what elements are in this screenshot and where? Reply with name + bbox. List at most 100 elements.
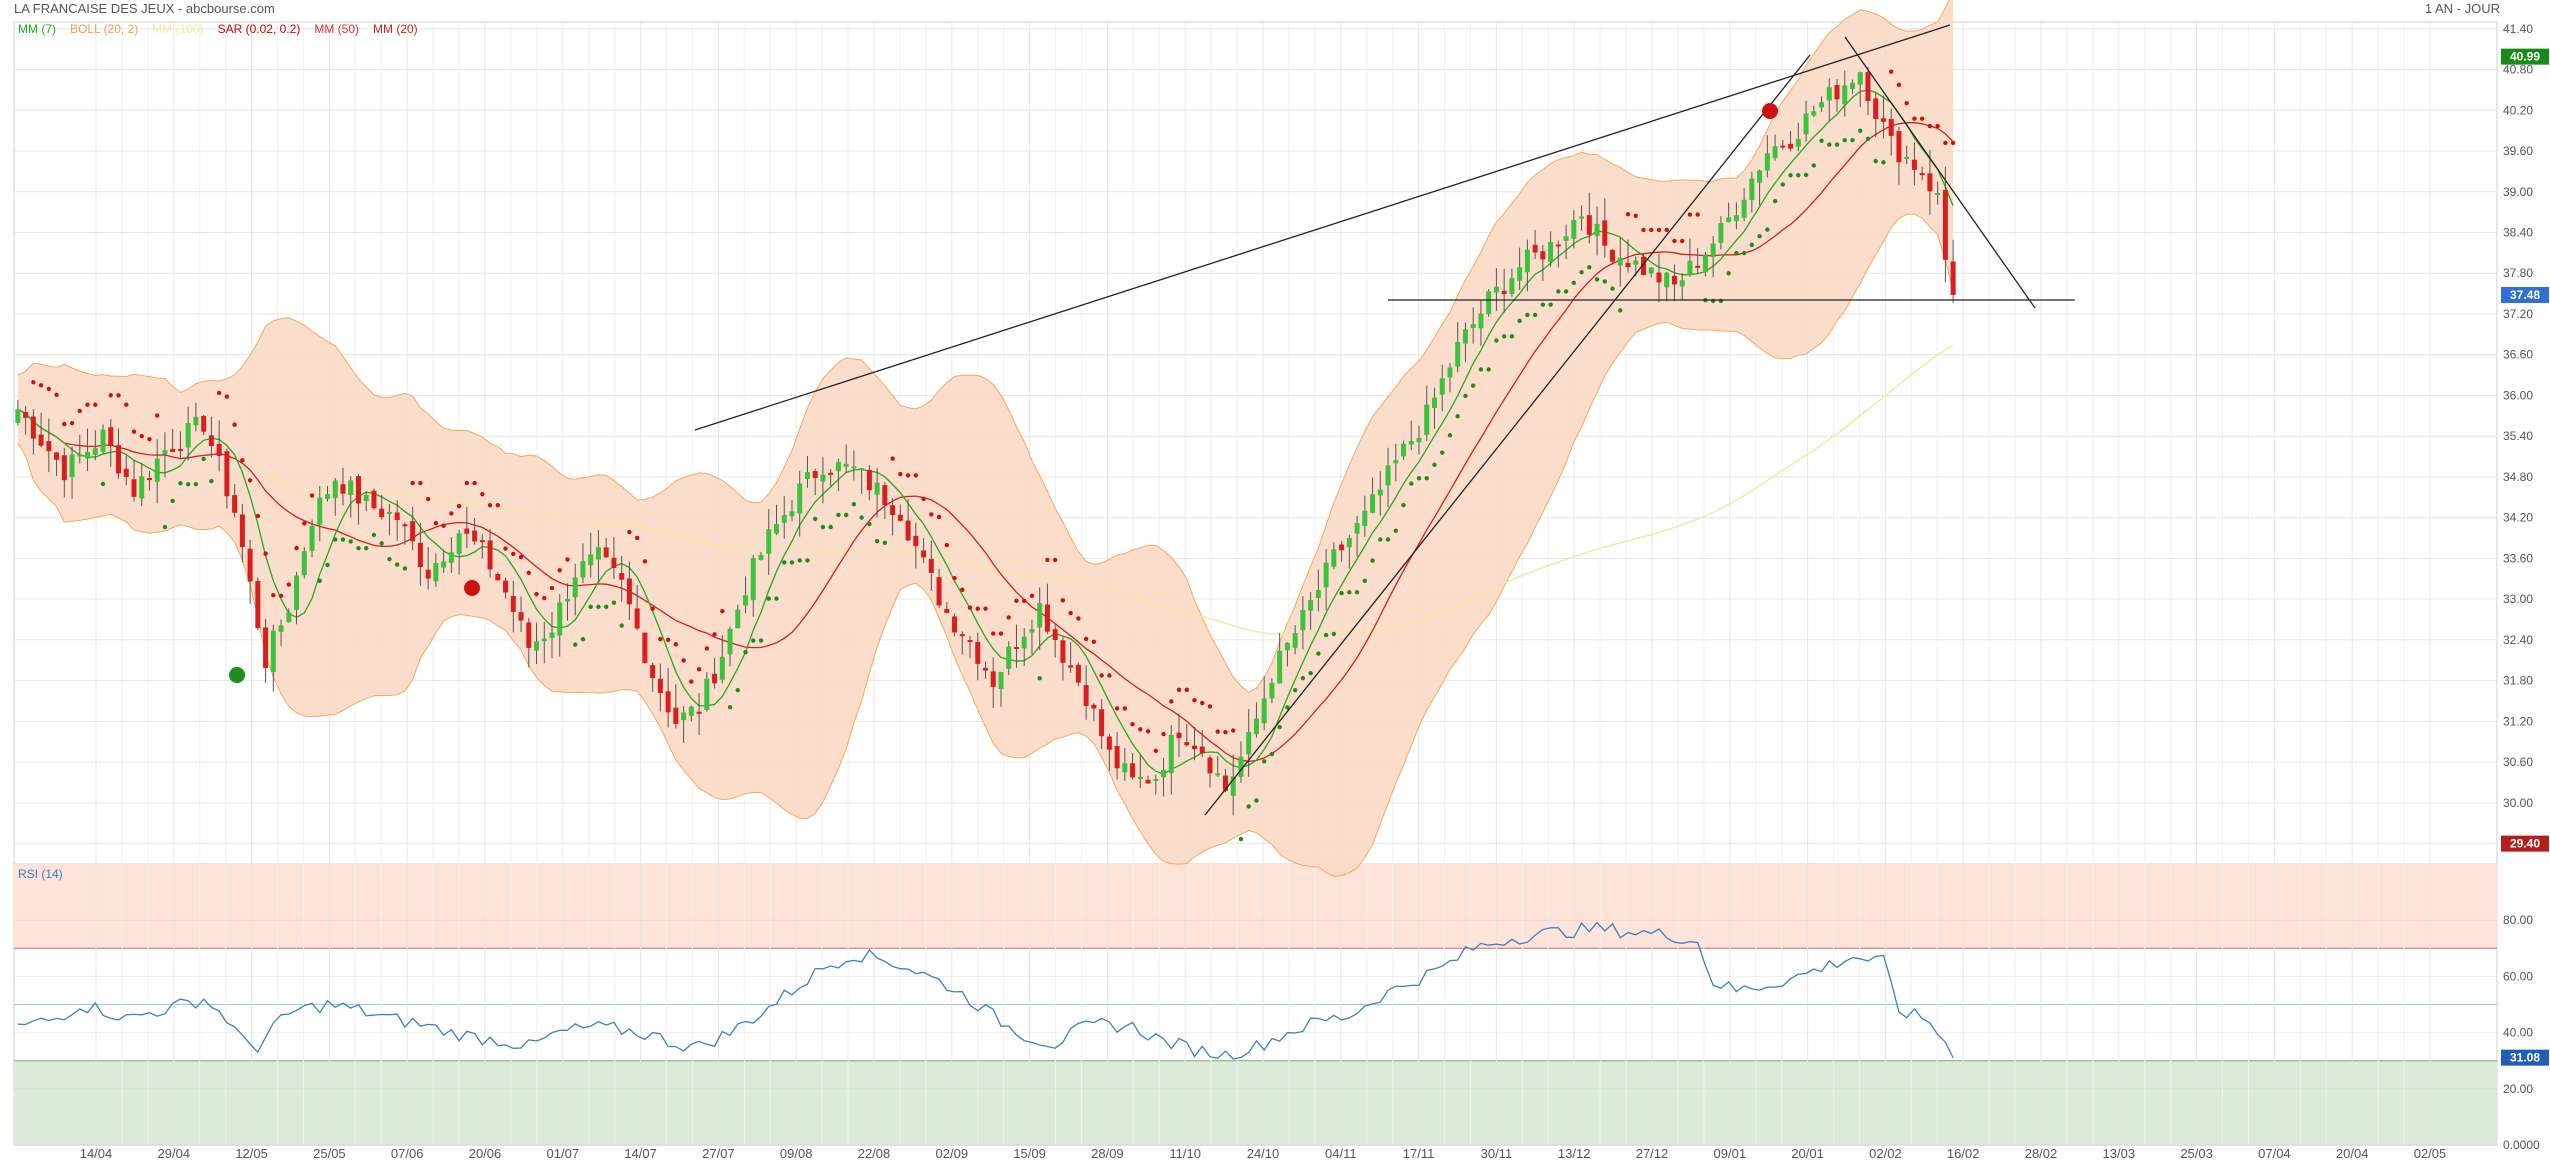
candle-body — [1656, 272, 1662, 283]
sar-dot — [340, 537, 346, 542]
sar-dot — [1509, 334, 1515, 339]
sar-dot — [1587, 265, 1592, 270]
sar-dot — [1022, 598, 1027, 603]
rsi-tick-label: 40.00 — [2503, 1026, 2533, 1040]
price-badge — [2501, 835, 2549, 852]
y-tick-label: 40.20 — [2503, 103, 2533, 117]
sar-dot — [1037, 676, 1042, 681]
sar-dot — [1494, 338, 1499, 343]
candle-body — [108, 427, 114, 447]
candle-body — [1354, 523, 1360, 534]
sar-dot — [433, 521, 439, 526]
sar-dot — [487, 502, 493, 508]
sar-dot — [394, 562, 400, 567]
candle-body — [1215, 773, 1221, 776]
sar-dot — [1045, 557, 1050, 563]
sar-dot — [580, 637, 586, 642]
candle-body — [1075, 664, 1081, 683]
candle-body — [866, 469, 872, 491]
candle-body — [1610, 249, 1616, 262]
candle-body — [619, 573, 625, 580]
candle-body — [952, 616, 958, 633]
legend-mm50[interactable]: MM (50) — [314, 22, 359, 36]
candle-body — [456, 533, 462, 554]
x-tick-label: 11/10 — [1169, 1146, 1201, 1161]
sar-dot — [294, 545, 299, 551]
candle-body — [1586, 215, 1592, 235]
candle-body — [61, 455, 67, 481]
mm20-line — [17, 122, 1954, 763]
candle-body — [1315, 589, 1321, 598]
legend-boll[interactable]: BOLL (20, 2) — [70, 22, 139, 36]
candle-body — [1702, 254, 1708, 273]
sar-dot — [371, 532, 377, 538]
candle-body — [1927, 173, 1933, 192]
candle-body — [967, 640, 973, 643]
candle-body — [92, 448, 98, 455]
candle-body — [1880, 118, 1886, 122]
candle-body — [1548, 241, 1554, 262]
y-tick-label: 37.20 — [2503, 307, 2533, 321]
sar-dot — [929, 512, 934, 517]
candle-body — [890, 505, 896, 516]
candle-body — [394, 512, 400, 521]
sar-dot — [944, 542, 949, 548]
sar-dot — [1478, 367, 1484, 372]
sar-dot — [410, 480, 415, 486]
candle-body — [1857, 72, 1863, 85]
sar-dot — [1517, 318, 1522, 324]
sar-dot — [1424, 475, 1429, 481]
candle-body — [735, 609, 741, 629]
candle-body — [789, 511, 795, 517]
candle-body — [1323, 562, 1329, 588]
candle-body — [1873, 98, 1879, 120]
candle-body — [278, 625, 284, 632]
sar-dot — [62, 421, 67, 427]
trendline — [1844, 36, 2036, 309]
sar-dot — [1176, 687, 1182, 693]
candle-body — [595, 547, 601, 560]
sar-dot — [240, 457, 245, 463]
sar-dot — [1122, 706, 1128, 711]
candle-body — [1741, 199, 1747, 218]
sar-dot — [1641, 227, 1646, 233]
sar-dot — [1679, 238, 1685, 244]
sar-dot — [789, 560, 795, 565]
sar-dot — [1362, 578, 1368, 584]
candle-body — [1393, 460, 1399, 464]
candle-body — [526, 622, 532, 648]
sar-dot — [1765, 227, 1770, 232]
legend-mm7[interactable]: MM (7) — [18, 22, 56, 36]
sar-dot — [1184, 687, 1189, 693]
sar-dot — [642, 559, 648, 564]
sar-dot — [1347, 590, 1352, 595]
candle-body — [1099, 709, 1105, 737]
sar-dot — [1215, 729, 1220, 734]
legend-mm20[interactable]: MM (20) — [373, 22, 418, 36]
sar-dot — [1029, 593, 1035, 598]
x-tick-label: 28/09 — [1091, 1146, 1124, 1161]
x-tick-label: 02/09 — [936, 1146, 969, 1161]
legend-mm100[interactable]: MM (100) — [152, 22, 204, 36]
sar-dot — [998, 631, 1004, 636]
candle-body — [572, 577, 578, 598]
sar-dot — [542, 595, 547, 601]
sar-dot — [1153, 748, 1159, 754]
sar-dot — [1277, 724, 1282, 730]
sar-dot — [1811, 163, 1816, 168]
sar-dot — [1463, 393, 1468, 399]
sar-dot — [573, 642, 578, 647]
candle-body — [1006, 646, 1012, 669]
sar-dot — [364, 545, 369, 551]
candle-body — [247, 548, 253, 582]
sar-dot — [1772, 198, 1778, 204]
candle-body — [712, 673, 718, 684]
candle-body — [913, 535, 919, 547]
sar-dot — [905, 473, 911, 478]
candle-body — [1896, 131, 1902, 163]
legend-sar[interactable]: SAR (0.02, 0.2) — [217, 22, 301, 36]
sar-dot — [1470, 383, 1476, 388]
sar-dot — [1656, 227, 1662, 233]
sar-dot — [387, 556, 392, 562]
sar-dot — [1873, 158, 1878, 164]
